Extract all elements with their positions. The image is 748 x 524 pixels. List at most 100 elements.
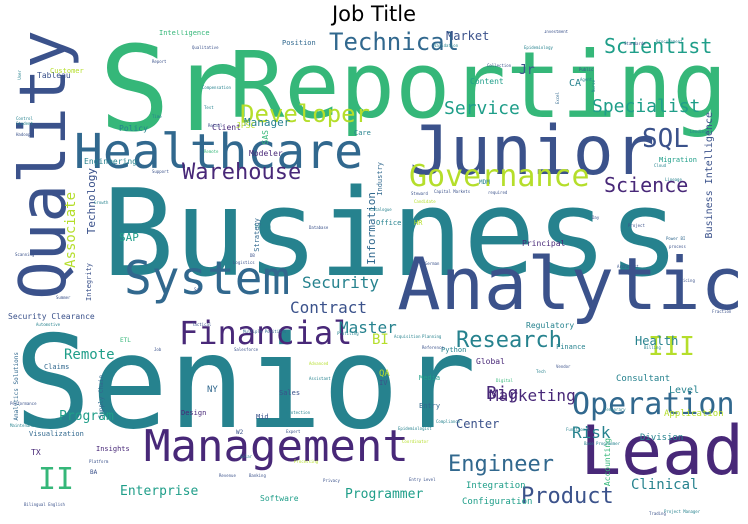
word-management-9: Management [144,421,409,472]
word-multiple-positions-107: Multiple Positions [243,329,287,334]
word-w2-99: W2 [236,429,244,436]
word-client-61: Client [212,123,241,132]
word-public-123: Public [579,67,594,72]
word-content-69: Content [470,77,504,86]
word-billing-165: Billing [644,345,661,350]
word-temporary-113: Temporary [604,407,626,412]
word-market-42: Market [446,30,490,43]
word-cloud: Business Senior Sr Reporting Analytic Junior Q… [4,30,744,520]
word-senior-1: Senior [14,309,477,458]
word-security-27: Security [302,273,380,292]
word-finance-89: Finance [556,343,586,351]
word-health-40: Health [635,334,679,348]
word-reference-151: Reference [422,345,444,350]
word-retail-129: Retail [208,123,223,128]
word-entry-82: Entry [419,402,441,410]
word-sap-77: SAP [119,231,139,244]
word-privacy-162: Privacy [323,478,340,483]
word-procurement-118: Procurement [656,39,683,44]
word-application-51: Application [664,409,724,419]
word-level-54: Level [669,385,700,396]
word-integrity-78: Integrity [85,263,93,301]
word-service-26: Service [444,98,520,119]
word-operation-12: Operation [572,387,735,422]
word-test-130: Test [204,105,214,110]
word-ny-87: NY [207,385,218,395]
word-functional-112: Functional [566,427,591,432]
word-scientist-24: Scientist [604,34,713,58]
word-required-136: required [488,190,508,195]
word-salesforce-110: Salesforce [234,347,259,352]
word-fraction-166: Fraction [712,309,732,314]
word-claims-90: Claims [44,363,70,371]
word-testing-139: Testing [254,224,271,229]
word-governance-13: Governance [409,159,590,194]
word-advanced-152: Advanced [309,361,329,366]
word-summer-146: Summer [56,295,71,300]
word-jpsc-64: JPSC [236,121,256,130]
word-protection-156: Protection [286,410,311,415]
word-bi-39: BI [372,332,389,348]
word-integration-48: Integration [466,481,526,491]
word-lineage-134: Lineage [665,177,682,182]
word-software-96: Software [260,494,299,503]
word-division-52: Division [640,433,684,443]
word-engineering-59: Engineering [84,157,137,166]
word-sales-80: Sales [279,389,301,397]
word-compensation-120: Compensation [202,85,231,90]
word-position-68: Position [282,39,316,47]
word-database-140: Database [309,225,329,230]
word-maintenance-155: Maintenance [10,423,37,428]
word-platform-158: Platform [89,459,109,464]
word-master-29: Master [339,318,397,337]
word-center-41: Center [456,417,500,431]
word-sas-63: SAS [261,130,270,145]
word-remote-33: Remote [64,347,115,363]
word-investment-115: Investment [544,30,569,34]
word-etl-97: ETL [120,337,131,344]
word-engineer-19: Engineer [448,452,554,477]
word-healthcare-8: Healthcare [74,124,363,180]
word-customer-66: Customer [50,67,84,75]
word-hr-75: HR [414,219,423,227]
word-pricing-145: Pricing [678,278,695,283]
word-planning-150: Planning [422,334,442,339]
word-principal-58: Principal [522,239,566,248]
word-growth-138: Growth [94,200,109,205]
word-capital-markets-104: Capital Markets [434,189,471,194]
word-warehouse-17: Warehouse [182,160,302,185]
word-programmer-36: Programmer [345,487,424,502]
word-profiling-149: Profiling [337,331,359,336]
word-trading-164: Trading [649,511,666,516]
word-ba-98: BA [90,469,98,476]
word-reporting-3: Reporting [229,32,728,139]
word-clinical-37: Clinical [631,477,699,493]
word-analytic-4: Analytic [397,242,744,326]
word-epidemiology-121: Epidemiology [524,45,553,50]
word-python-88: Python [441,346,467,354]
word-security-clearance-55: Security Clearance [8,312,95,321]
word-big-31: Big [486,383,519,404]
word-science-18: Science [604,173,689,197]
word-collection-122: Collection [487,63,512,68]
word-scanning-141: Scanning [15,252,35,257]
word-job-175: Job [154,347,162,352]
word-coordinator-102: Coordinator [402,439,429,444]
word-agent-124: Agent [580,77,593,82]
word-ii-23: II [38,462,75,497]
word-sr-2: Sr [99,30,242,158]
word-compliance-111: Compliance [436,419,461,424]
word-remote-172: Remote [204,149,219,154]
word-report-125: Report [152,59,167,64]
word-supply-chain-93: Supply Chain [98,375,105,419]
word-program-34: Program [59,409,114,424]
word-associate-38: Associate [63,192,79,268]
word-automotive-147: Automotive [36,322,61,327]
word-cloud-133: Cloud [654,163,667,168]
word-research-21: Research [456,328,562,353]
word-financial-11: Financial [179,314,353,352]
word-technical-14: Technical [329,30,460,56]
word-catalogue-179: Catalogue [370,207,392,212]
word-developer-15: Developer [240,100,371,128]
word-db-174: DB [250,253,255,258]
